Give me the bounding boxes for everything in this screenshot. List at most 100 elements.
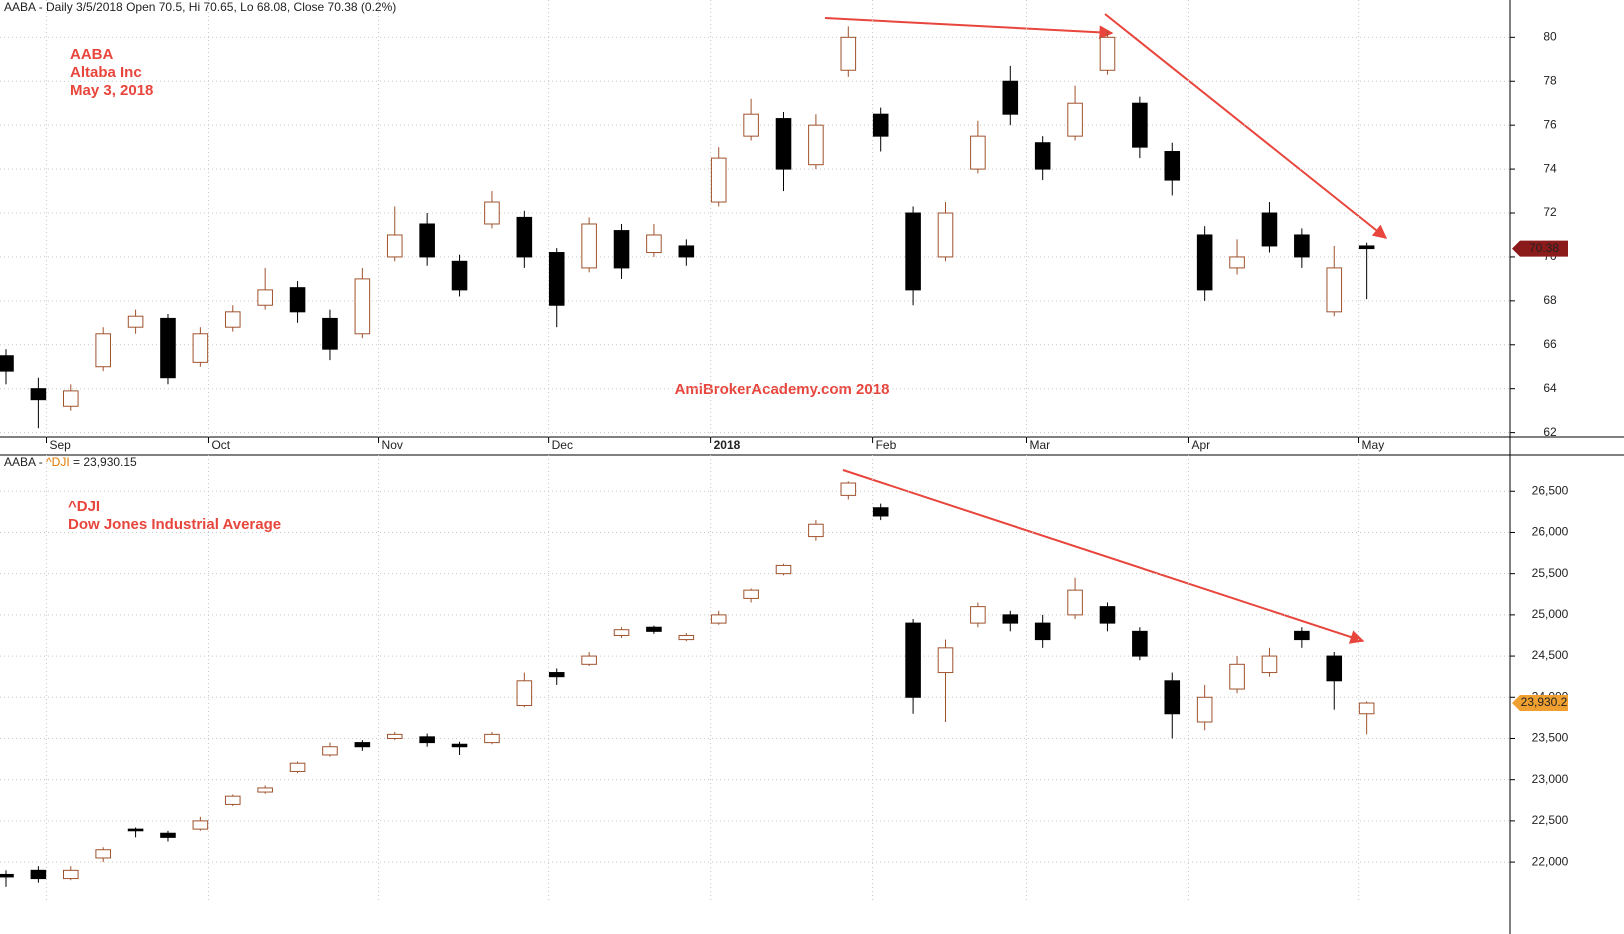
candle-body [516,680,533,707]
candle-body [322,317,338,350]
annotation: Dow Jones Industrial Average [68,516,281,533]
last-price-tag [1512,695,1568,712]
candle-body [160,317,176,379]
candle-body [30,388,47,401]
trend-line [1104,13,1388,239]
candle-body [386,234,403,258]
annotation: Altaba Inc [70,64,142,81]
candle-body [548,252,565,306]
header-part: ^DJI [46,455,70,469]
candle-body [95,849,111,859]
annotation: May 3, 2018 [70,82,153,99]
candle-body [419,223,435,258]
candle-body [1196,696,1213,723]
y-tick-label: 24,500 [1532,648,1569,662]
candle-body [581,223,597,269]
candle-body [1132,630,1148,657]
candle-body [1261,655,1278,674]
y-tick-label: 26,000 [1532,525,1569,539]
y-tick-label: 23,500 [1532,731,1569,745]
candle-body [775,564,792,575]
candle-body [0,873,14,878]
candle-body [710,157,727,203]
candle-body [1034,622,1051,641]
candle-body [1067,589,1083,616]
y-tick-label: 68 [1543,293,1557,307]
x-tick-label: Apr [1191,438,1210,452]
candle-body [1132,102,1148,148]
last-price-label: 70.38 [1529,241,1559,255]
candle-body [95,333,111,368]
panel-header: AABA - ^DJI = 23,930.15 [4,455,137,469]
candle-body [451,260,468,291]
y-tick-label: 64 [1543,381,1557,395]
candle-body [1034,142,1051,170]
candle-body [1326,267,1343,313]
candle-body [613,629,630,636]
candle-body [257,787,273,793]
candle-body [548,672,565,678]
candle-body [743,113,759,137]
candle-body [1196,234,1213,291]
candle-body [516,216,533,258]
candle-body [1099,36,1116,71]
candle-body [581,655,597,665]
candle-body [0,355,14,372]
x-tick-label: Feb [876,438,897,452]
candle-body [289,287,306,313]
annotation: ^DJI [68,498,100,515]
candle-body [646,234,662,254]
candle-body [484,201,500,225]
annotation: AABA [70,46,113,63]
candle-body [1067,102,1083,137]
candle-body [419,736,435,744]
candle-body [937,647,954,674]
x-tick-label: Nov [382,438,403,452]
candle-body [1229,663,1245,690]
header-part: = 23,930.15 [70,455,137,469]
y-tick-label: 62 [1543,425,1557,439]
candle-body [743,589,759,599]
candle-body [1164,151,1181,181]
candle-body [840,36,857,71]
candle-body [451,743,468,748]
y-tick-label: 78 [1543,73,1557,87]
candle-body [905,622,921,698]
x-tick-label: Mar [1029,438,1050,452]
y-tick-label: 76 [1543,117,1557,131]
candle-body [678,634,695,641]
candle-body [354,742,371,748]
x-tick-label: Sep [49,438,71,452]
y-tick-label: 22,000 [1532,854,1569,868]
candle-body [905,212,921,291]
watermark: AmiBrokerAcademy.com 2018 [675,381,890,398]
y-tick-label: 26,500 [1532,483,1569,497]
candle-body [1002,614,1019,624]
candle-body [872,507,889,517]
candle-body [872,113,889,137]
y-tick-label: 80 [1543,30,1557,44]
candle-body [192,820,209,830]
trend-line [824,17,1114,40]
x-tick-label: Oct [211,438,230,452]
candle-body [1099,606,1116,624]
candle-body [484,733,500,744]
candle-body [808,523,824,538]
candle-body [1294,234,1310,258]
candle-body [970,606,986,624]
candle-body [937,212,954,258]
candle-body [62,390,79,407]
candle-body [224,795,241,805]
candle-body [678,245,695,258]
x-tick-label: 2018 [714,438,741,452]
candle-body [710,614,727,624]
candle-body [775,118,792,170]
candle-body [808,124,824,166]
candle-body [289,762,306,772]
x-tick-label: May [1362,438,1385,452]
candle-body [354,278,371,335]
header-part: AABA - [4,455,46,469]
candle-body [257,289,273,306]
y-tick-label: 72 [1543,205,1557,219]
